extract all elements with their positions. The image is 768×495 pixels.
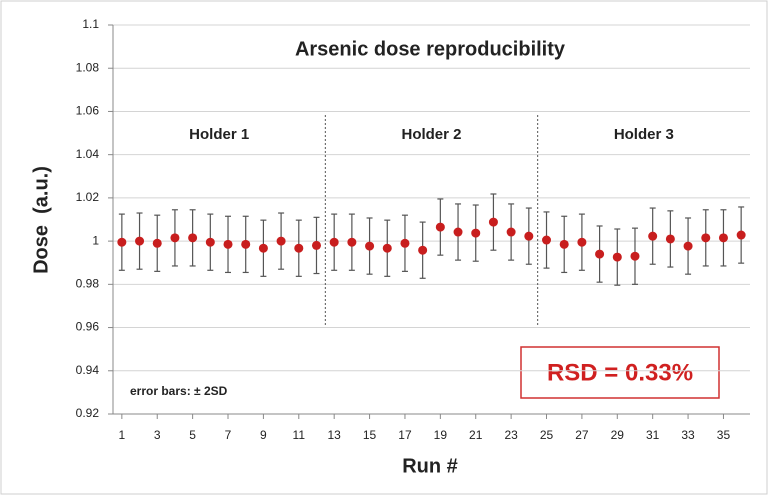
data-point	[294, 243, 304, 253]
data-point	[577, 237, 587, 247]
chart-title: Arsenic dose reproducibility	[295, 38, 566, 60]
data-point	[400, 238, 410, 248]
y-tick-label: 1.1	[82, 17, 99, 31]
data-point	[276, 236, 286, 246]
data-point	[524, 231, 534, 241]
y-tick-label: 1	[92, 233, 99, 247]
x-tick-label: 7	[225, 428, 232, 442]
data-point	[471, 228, 481, 238]
x-tick-label: 17	[398, 428, 412, 442]
data-point	[258, 243, 268, 253]
y-axis-label: Dose (a.u.)	[30, 166, 52, 274]
group-label: Holder 3	[614, 126, 674, 143]
x-tick-label: 33	[681, 428, 695, 442]
y-tick-label: 1.06	[76, 104, 100, 118]
y-tick-label: 1.02	[76, 190, 100, 204]
y-tick-label: 1.08	[76, 60, 100, 74]
x-tick-label: 5	[189, 428, 196, 442]
data-point	[506, 227, 516, 237]
data-point	[135, 236, 145, 246]
data-point	[170, 233, 180, 243]
group-label: Holder 2	[401, 126, 461, 143]
data-point	[382, 243, 392, 253]
x-axis-label: Run #	[402, 455, 458, 477]
data-point	[435, 222, 445, 232]
data-point	[665, 234, 675, 244]
data-point	[418, 245, 428, 255]
data-point	[630, 251, 640, 261]
data-point	[152, 238, 162, 248]
data-point	[205, 237, 215, 247]
x-tick-label: 19	[434, 428, 448, 442]
group-label: Holder 1	[189, 126, 249, 143]
x-tick-label: 11	[293, 428, 306, 442]
y-tick-label: 0.98	[76, 277, 100, 291]
data-point	[718, 233, 728, 243]
y-tick-label: 0.94	[76, 363, 100, 377]
y-tick-label: 0.96	[76, 320, 100, 334]
data-point	[241, 239, 251, 249]
x-tick-label: 27	[575, 428, 589, 442]
data-point	[736, 230, 746, 240]
data-point	[223, 239, 233, 249]
x-tick-label: 25	[540, 428, 554, 442]
x-tick-label: 21	[469, 428, 483, 442]
data-point	[559, 239, 569, 249]
data-point	[701, 233, 711, 243]
x-tick-label: 13	[328, 428, 342, 442]
x-tick-label: 1	[119, 428, 126, 442]
data-point	[683, 241, 693, 251]
error-note: error bars: ± 2SD	[130, 384, 228, 398]
x-tick-label: 3	[154, 428, 161, 442]
data-point	[365, 241, 375, 251]
x-tick-label: 9	[260, 428, 267, 442]
x-tick-label: 29	[611, 428, 625, 442]
y-tick-label: 1.04	[76, 147, 100, 161]
rsd-label: RSD = 0.33%	[547, 359, 693, 386]
data-point	[347, 237, 357, 247]
data-point	[648, 231, 658, 241]
data-point	[311, 240, 321, 250]
data-point	[612, 252, 622, 262]
x-tick-label: 35	[717, 428, 731, 442]
data-point	[329, 237, 339, 247]
data-point	[188, 233, 198, 243]
data-point	[453, 227, 463, 237]
rsd-box	[520, 346, 720, 399]
data-point	[488, 217, 498, 227]
data-point	[117, 237, 127, 247]
x-tick-label: 31	[646, 428, 660, 442]
x-tick-label: 15	[363, 428, 377, 442]
data-point	[542, 235, 552, 245]
y-tick-label: 0.92	[76, 406, 100, 420]
x-tick-label: 23	[504, 428, 518, 442]
data-point	[595, 249, 605, 259]
